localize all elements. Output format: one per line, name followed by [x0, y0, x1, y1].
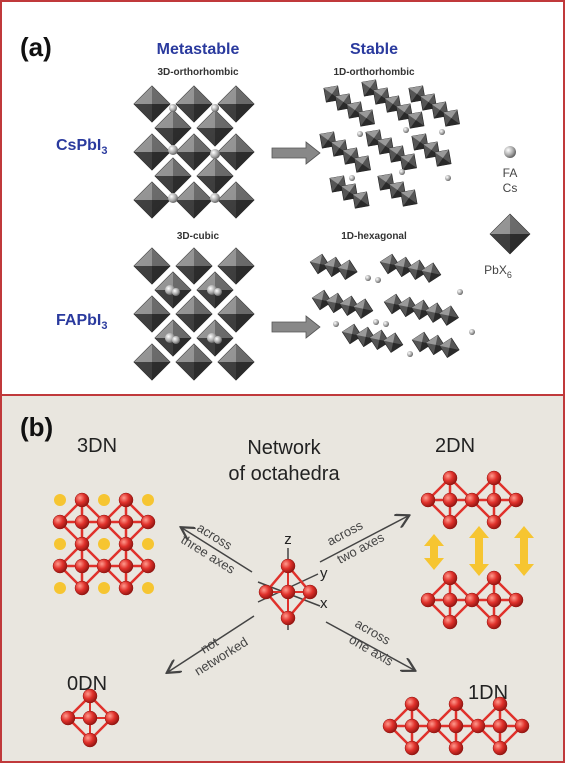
legend: FA Cs PbX6: [484, 146, 531, 280]
panel-b-svg: 3DN 2DN 0DN 1DN Network of octahedra: [52, 435, 534, 756]
lattice-1d-hexagonal: [307, 251, 475, 361]
heading-metastable: Metastable: [157, 41, 240, 58]
direction-arrows: [168, 516, 414, 672]
arrow-transform-cspbi3: [271, 141, 321, 165]
axis-z-label: z: [284, 531, 292, 548]
axis-x-label: x: [320, 595, 328, 612]
label-2dn: 2DN: [435, 435, 475, 457]
legend-pbx6: PbX6: [484, 263, 512, 280]
lattice-3d-orthorhombic: [133, 85, 255, 219]
arrow-transform-fapbi3: [271, 315, 321, 339]
panel-a-tag: (a): [20, 32, 52, 62]
title-of-octahedra: of octahedra: [228, 463, 340, 485]
title-network: Network: [247, 437, 321, 459]
interlayer-arrows: [424, 526, 534, 576]
label-3d-orthorhombic: 3D-orthorhombic: [157, 67, 239, 78]
axis-y-label: y: [320, 565, 328, 582]
octahedron-icon: [489, 213, 531, 255]
central-octahedron: [257, 548, 321, 630]
heading-stable: Stable: [350, 41, 398, 58]
network-0dn: [60, 688, 120, 748]
lattice-1d-orthorhombic: [313, 73, 466, 215]
panel-a: (a): [0, 0, 565, 396]
lattice-3d-cubic: [133, 247, 255, 381]
cation-sphere-icon: [504, 146, 516, 158]
label-1d-hexagonal: 1D-hexagonal: [341, 231, 407, 242]
label-0dn: 0DN: [67, 673, 107, 695]
panel-b-tag: (b): [20, 412, 54, 442]
legend-fa: FA: [503, 166, 518, 180]
label-3dn: 3DN: [77, 435, 117, 457]
network-2dn: [420, 470, 534, 630]
compound-cspbi3: CsPbI3: [56, 137, 107, 157]
network-1dn: [382, 696, 530, 756]
arrow-0d-line2: networked: [192, 634, 251, 679]
label-1d-orthorhombic: 1D-orthorhombic: [333, 67, 415, 78]
compound-fapbi3: FAPbI3: [56, 312, 107, 332]
panel-a-svg: Metastable Stable 3D-orthorhombic 1D-ort…: [56, 41, 531, 381]
network-3dn: [52, 492, 156, 596]
label-3d-cubic: 3D-cubic: [177, 231, 220, 242]
panel-b: (b) 3DN 2DN 0DN: [0, 396, 565, 763]
legend-cs: Cs: [503, 181, 518, 195]
